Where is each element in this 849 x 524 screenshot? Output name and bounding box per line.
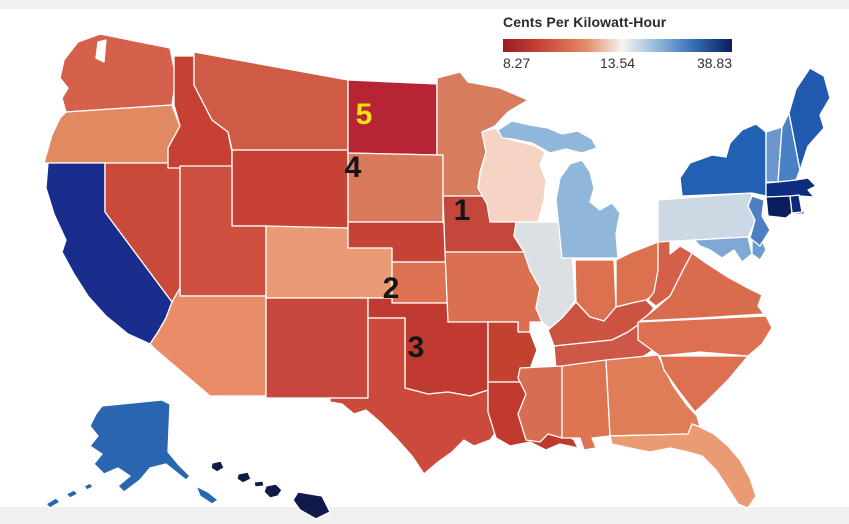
state-connecticut <box>765 195 793 219</box>
legend-title: Cents Per Kilowatt-Hour <box>503 14 667 30</box>
state-new-york <box>679 123 767 197</box>
annotation-5-north-dakota: 5 <box>355 98 373 131</box>
state-rhode-island <box>789 194 803 214</box>
state-mississippi <box>517 365 563 443</box>
state-hawaii-kauai <box>210 460 225 473</box>
state-texas <box>329 317 497 475</box>
state-south-dakota <box>347 152 444 223</box>
state-hawaii-maui <box>263 483 283 499</box>
legend-max-label: 38.83 <box>696 55 732 71</box>
puget-sound-water <box>95 39 107 63</box>
state-alaska <box>89 399 191 493</box>
state-alaska-panhandle-islands <box>195 485 219 505</box>
annotation-1-iowa: 1 <box>453 194 471 227</box>
legend: Cents Per Kilowatt-Hour 8.27 13.54 38.83 <box>503 14 735 73</box>
state-hawaii-big-island <box>292 491 331 520</box>
state-hawaii-oahu <box>236 471 252 484</box>
state-wisconsin <box>477 127 547 223</box>
state-maine <box>788 67 831 171</box>
state-hawaii-molokai <box>253 480 265 488</box>
annotation-4-south-dakota: 4 <box>344 151 362 184</box>
annotation-3-oklahoma: 3 <box>407 331 425 364</box>
state-new-hampshire <box>777 112 801 183</box>
state-oregon <box>43 104 181 164</box>
state-new-jersey <box>747 195 771 247</box>
state-new-mexico <box>265 297 369 399</box>
legend-min-label: 8.27 <box>503 55 531 71</box>
state-michigan-up <box>497 120 598 154</box>
state-florida <box>609 423 757 509</box>
state-washington <box>59 33 177 113</box>
state-michigan <box>555 159 621 259</box>
legend-mid-label: 13.54 <box>599 55 636 71</box>
annotation-2-kansas: 2 <box>382 272 400 305</box>
legend-gradient-bar <box>503 39 732 52</box>
state-south-carolina <box>659 355 749 413</box>
state-west-virginia <box>647 239 693 307</box>
state-pennsylvania <box>657 192 763 243</box>
state-alabama <box>561 359 611 451</box>
state-north-carolina <box>637 315 773 357</box>
legend-labels: 8.27 13.54 38.83 <box>503 55 732 73</box>
state-alaska-aleutians <box>45 482 94 509</box>
state-wyoming <box>231 149 349 229</box>
state-maryland <box>693 236 753 263</box>
